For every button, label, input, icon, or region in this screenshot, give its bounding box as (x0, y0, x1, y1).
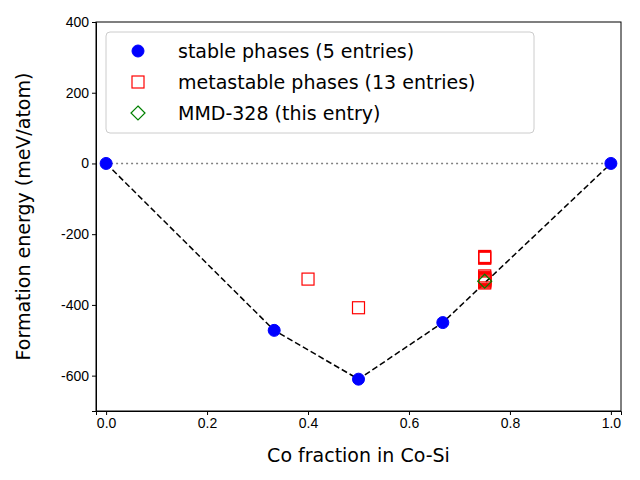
tick: -200 (61, 226, 96, 242)
x-axis-title: Co fraction in Co-Si (267, 444, 450, 466)
tick: 1.0 (602, 411, 622, 431)
tick: 0.0 (97, 411, 117, 431)
point (479, 252, 491, 264)
tick-label: -200 (61, 226, 89, 242)
point (479, 252, 491, 264)
tick-label: 0.6 (400, 415, 420, 431)
tick-label: -400 (61, 297, 89, 313)
tick: -400 (61, 297, 96, 313)
legend-label: MMD-328 (this entry) (178, 102, 380, 124)
tick-mark (92, 93, 96, 94)
legend: stable phases (5 entries) metastable phas… (106, 32, 534, 133)
tick: 0.8 (501, 411, 521, 431)
tick-mark (92, 163, 96, 164)
y-axis: -600 -400 -200 0 200 400 (61, 14, 97, 412)
point (353, 302, 365, 314)
tick: 400 (66, 14, 96, 30)
legend-marker (132, 45, 144, 57)
legend-box (106, 32, 534, 133)
line (106, 163, 611, 165)
point (478, 274, 492, 288)
point (268, 324, 280, 336)
tick-label: 0.8 (501, 415, 521, 431)
tick-label: 0.0 (97, 415, 117, 431)
point (353, 373, 365, 385)
point (437, 317, 449, 329)
point (302, 273, 314, 285)
tick: -600 (61, 368, 96, 384)
tick-label: 1.0 (602, 415, 622, 431)
tick-label: -600 (61, 368, 89, 384)
tick-mark (92, 22, 96, 23)
tick-label: 0.4 (299, 415, 319, 431)
x-axis: 0.0 0.2 0.4 0.6 0.8 1.0 (97, 411, 622, 431)
point (605, 157, 617, 169)
tick-label: 0 (81, 155, 89, 171)
legend-marker (132, 76, 144, 88)
chart: 0.0 0.2 0.4 0.6 0.8 1.0 -600 -400 -200 0 200 400 sta… (0, 0, 640, 480)
plot: 0.0 0.2 0.4 0.6 0.8 1.0 -600 -400 -200 0 200 400 sta… (61, 14, 622, 431)
data-layer (100, 157, 617, 385)
tick: 200 (66, 85, 96, 101)
legend-marker (131, 106, 145, 120)
plot-frame (96, 22, 621, 411)
tick: 0.2 (198, 411, 218, 431)
tick-mark (92, 376, 96, 377)
tick-mark (92, 234, 96, 235)
tick: 0.6 (400, 411, 420, 431)
legend-label: metastable phases (13 entries) (178, 71, 476, 93)
tick: 0 (81, 155, 96, 171)
axis-line (97, 412, 622, 416)
tick-mark (92, 305, 96, 306)
point (100, 157, 112, 169)
legend-label: stable phases (5 entries) (178, 40, 414, 62)
tick: 0.4 (299, 411, 319, 431)
line (106, 163, 611, 379)
tick-label: 200 (66, 85, 90, 101)
tick-label: 400 (66, 14, 90, 30)
tick-label: 0.2 (198, 415, 218, 431)
y-axis-title: Formation energy (meV/atom) (12, 73, 34, 361)
